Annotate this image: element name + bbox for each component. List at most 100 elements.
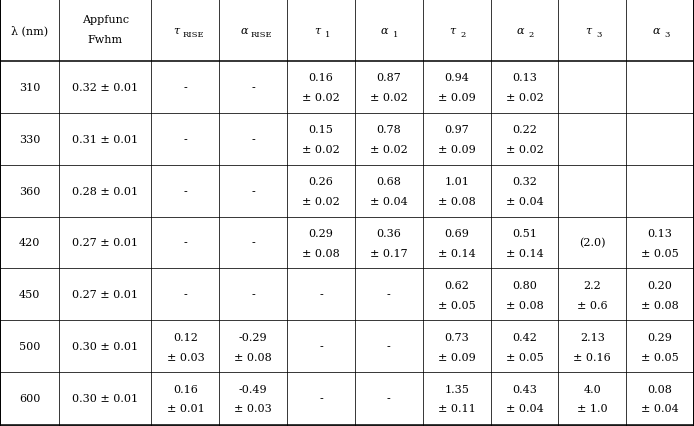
- Text: 1: 1: [393, 31, 398, 39]
- Text: 0.27 ± 0.01: 0.27 ± 0.01: [72, 290, 138, 299]
- Text: 0.30 ± 0.01: 0.30 ± 0.01: [72, 393, 138, 403]
- Text: -: -: [183, 135, 187, 144]
- Text: ± 0.09: ± 0.09: [438, 93, 475, 103]
- Text: 0.22: 0.22: [512, 125, 537, 135]
- Text: ± 0.02: ± 0.02: [370, 145, 407, 155]
- Text: ± 0.02: ± 0.02: [370, 93, 407, 103]
- Text: 2.2: 2.2: [584, 280, 601, 290]
- Text: α: α: [240, 26, 248, 36]
- Text: 450: 450: [19, 290, 40, 299]
- Text: 0.78: 0.78: [376, 125, 401, 135]
- Text: ± 0.02: ± 0.02: [302, 93, 340, 103]
- Text: 0.42: 0.42: [512, 332, 537, 342]
- Text: 0.69: 0.69: [444, 229, 469, 239]
- Text: τ: τ: [585, 26, 591, 36]
- Text: τ: τ: [450, 26, 455, 36]
- Text: 500: 500: [19, 342, 40, 351]
- Text: 0.87: 0.87: [376, 73, 401, 83]
- Text: 0.30 ± 0.01: 0.30 ± 0.01: [72, 342, 138, 351]
- Text: 330: 330: [19, 135, 40, 144]
- Text: 0.20: 0.20: [648, 280, 672, 290]
- Text: ± 0.04: ± 0.04: [370, 196, 407, 206]
- Text: 360: 360: [19, 186, 40, 196]
- Text: -0.49: -0.49: [239, 384, 267, 394]
- Text: ± 0.08: ± 0.08: [641, 300, 679, 310]
- Text: 2: 2: [529, 31, 534, 39]
- Text: RISE: RISE: [251, 31, 272, 39]
- Text: 0.08: 0.08: [648, 384, 672, 394]
- Text: ± 0.05: ± 0.05: [438, 300, 475, 310]
- Text: 0.36: 0.36: [376, 229, 401, 239]
- Text: -: -: [183, 83, 187, 92]
- Text: ± 0.16: ± 0.16: [573, 352, 611, 362]
- Text: ± 0.08: ± 0.08: [506, 300, 543, 310]
- Text: 0.32: 0.32: [512, 177, 537, 187]
- Text: -: -: [251, 135, 255, 144]
- Text: -: -: [251, 290, 255, 299]
- Text: 0.29: 0.29: [648, 332, 672, 342]
- Text: ± 0.09: ± 0.09: [438, 352, 475, 362]
- Text: 0.32 ± 0.01: 0.32 ± 0.01: [72, 83, 138, 92]
- Text: 1.35: 1.35: [444, 384, 469, 394]
- Text: (2.0): (2.0): [579, 238, 606, 248]
- Text: -: -: [319, 342, 323, 351]
- Text: ± 0.02: ± 0.02: [302, 196, 340, 206]
- Text: ± 0.04: ± 0.04: [641, 403, 679, 413]
- Text: 4.0: 4.0: [584, 384, 601, 394]
- Text: τ: τ: [314, 26, 320, 36]
- Text: -: -: [183, 238, 187, 248]
- Text: -: -: [183, 290, 187, 299]
- Text: 2.13: 2.13: [580, 332, 604, 342]
- Text: 310: 310: [19, 83, 40, 92]
- Text: 0.97: 0.97: [444, 125, 469, 135]
- Text: ± 1.0: ± 1.0: [577, 403, 607, 413]
- Text: RISE: RISE: [183, 31, 205, 39]
- Text: -: -: [251, 186, 255, 196]
- Text: 0.15: 0.15: [309, 125, 333, 135]
- Text: 1: 1: [325, 31, 330, 39]
- Text: ± 0.04: ± 0.04: [506, 403, 543, 413]
- Text: ± 0.05: ± 0.05: [506, 352, 543, 362]
- Text: ± 0.03: ± 0.03: [235, 403, 272, 413]
- Text: ± 0.05: ± 0.05: [641, 352, 679, 362]
- Text: ± 0.02: ± 0.02: [302, 145, 340, 155]
- Text: 0.12: 0.12: [173, 332, 198, 342]
- Text: ± 0.14: ± 0.14: [438, 248, 475, 258]
- Text: 0.26: 0.26: [309, 177, 333, 187]
- Text: 0.80: 0.80: [512, 280, 537, 290]
- Text: 420: 420: [19, 238, 40, 248]
- Text: 0.43: 0.43: [512, 384, 537, 394]
- Text: α: α: [652, 26, 660, 36]
- Text: 0.27 ± 0.01: 0.27 ± 0.01: [72, 238, 138, 248]
- Text: 0.13: 0.13: [512, 73, 537, 83]
- Text: -: -: [319, 290, 323, 299]
- Text: 1.01: 1.01: [444, 177, 469, 187]
- Text: ± 0.02: ± 0.02: [506, 93, 543, 103]
- Text: -: -: [387, 290, 391, 299]
- Text: 0.94: 0.94: [444, 73, 469, 83]
- Text: ± 0.08: ± 0.08: [235, 352, 272, 362]
- Text: -: -: [183, 186, 187, 196]
- Text: λ (nm): λ (nm): [11, 26, 48, 36]
- Text: 0.16: 0.16: [173, 384, 198, 394]
- Text: 0.68: 0.68: [376, 177, 401, 187]
- Text: 0.31 ± 0.01: 0.31 ± 0.01: [72, 135, 138, 144]
- Text: ± 0.09: ± 0.09: [438, 145, 475, 155]
- Text: α: α: [381, 26, 389, 36]
- Text: ± 0.08: ± 0.08: [438, 196, 475, 206]
- Text: ± 0.11: ± 0.11: [438, 403, 475, 413]
- Text: ± 0.08: ± 0.08: [302, 248, 340, 258]
- Text: ± 0.6: ± 0.6: [577, 300, 607, 310]
- Text: -0.29: -0.29: [239, 332, 267, 342]
- Text: Fwhm: Fwhm: [87, 35, 123, 45]
- Text: -: -: [319, 393, 323, 403]
- Text: 0.62: 0.62: [444, 280, 469, 290]
- Text: ± 0.05: ± 0.05: [641, 248, 679, 258]
- Text: 3: 3: [664, 31, 670, 39]
- Text: 0.13: 0.13: [648, 229, 672, 239]
- Text: ± 0.03: ± 0.03: [167, 352, 204, 362]
- Text: 0.16: 0.16: [309, 73, 333, 83]
- Text: ± 0.02: ± 0.02: [506, 145, 543, 155]
- Text: Appfunc: Appfunc: [82, 15, 129, 25]
- Text: 0.73: 0.73: [444, 332, 469, 342]
